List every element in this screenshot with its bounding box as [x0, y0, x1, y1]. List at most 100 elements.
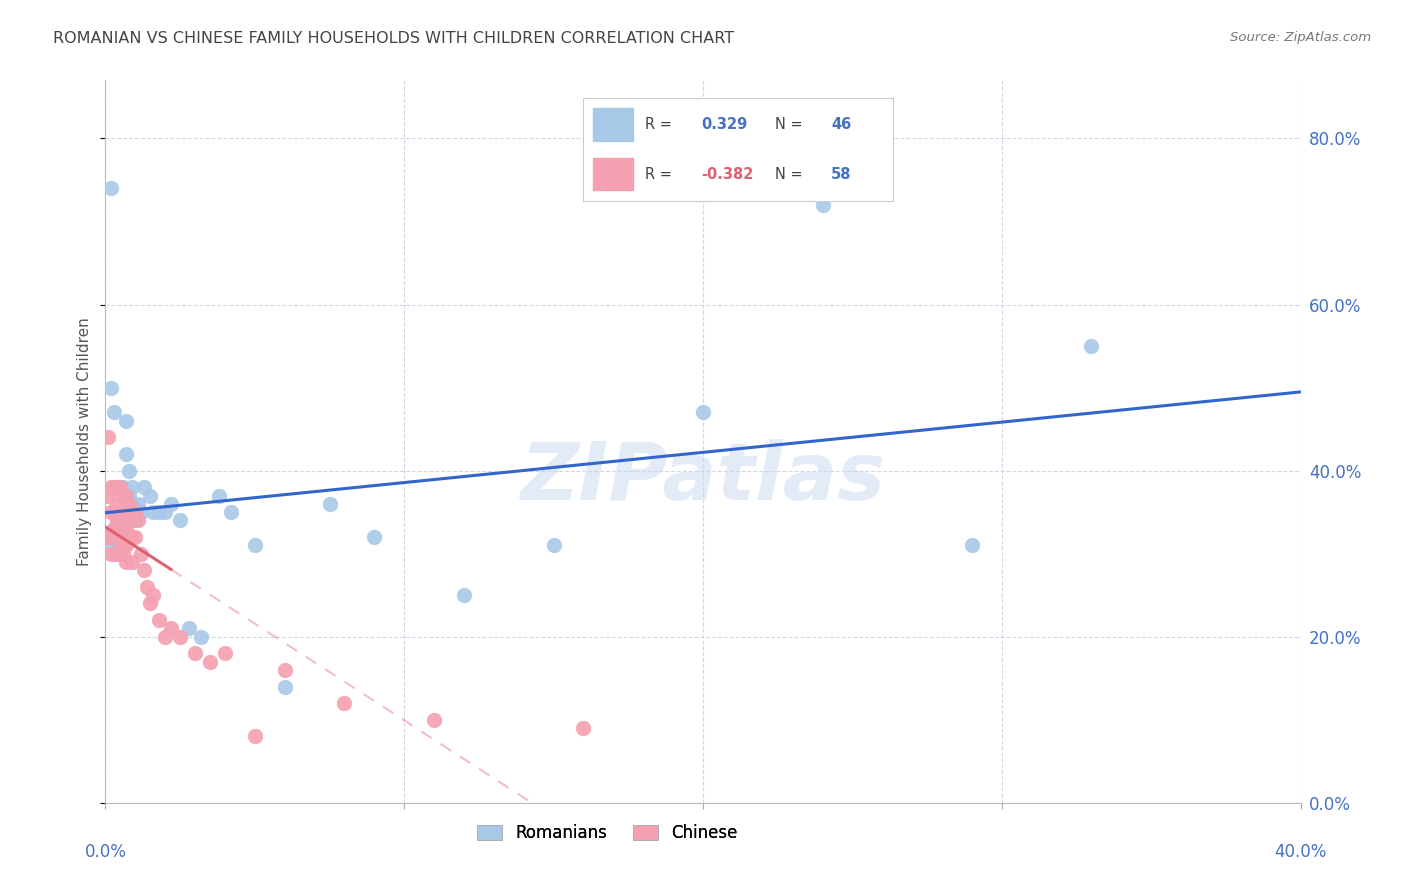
Point: [127, 513, 149, 527]
Point: [112, 538, 135, 552]
Point: [107, 530, 129, 544]
Point: [103, 522, 125, 536]
Point: [134, 563, 156, 577]
Point: [112, 489, 135, 503]
Point: [115, 522, 138, 536]
Text: 46: 46: [831, 117, 851, 132]
Point: [960, 538, 983, 552]
Point: [129, 547, 153, 561]
Point: [115, 414, 138, 428]
Point: [243, 730, 266, 744]
Y-axis label: Family Households with Children: Family Households with Children: [77, 318, 93, 566]
Point: [214, 646, 236, 660]
FancyBboxPatch shape: [593, 158, 633, 190]
Point: [129, 505, 153, 519]
Point: [243, 538, 266, 552]
Point: [118, 497, 141, 511]
Point: [115, 538, 138, 552]
Point: [103, 547, 125, 561]
Point: [115, 555, 138, 569]
Point: [110, 505, 132, 519]
Text: N =: N =: [775, 117, 803, 132]
Point: [103, 530, 125, 544]
Text: 58: 58: [831, 167, 852, 182]
Point: [118, 464, 141, 478]
Point: [148, 613, 170, 627]
Point: [169, 630, 191, 644]
Point: [107, 513, 129, 527]
Point: [118, 489, 141, 503]
Point: [115, 489, 138, 503]
Point: [110, 522, 132, 536]
Point: [100, 181, 122, 195]
Point: [107, 547, 129, 561]
Text: ROMANIAN VS CHINESE FAMILY HOUSEHOLDS WITH CHILDREN CORRELATION CHART: ROMANIAN VS CHINESE FAMILY HOUSEHOLDS WI…: [53, 31, 734, 46]
Point: [100, 505, 122, 519]
Point: [124, 513, 146, 527]
Point: [184, 646, 207, 660]
Point: [107, 513, 129, 527]
Point: [190, 630, 212, 644]
Point: [110, 547, 132, 561]
Point: [318, 497, 340, 511]
Text: 0.0%: 0.0%: [84, 843, 127, 861]
Point: [110, 538, 132, 552]
Point: [97, 489, 120, 503]
Point: [208, 489, 231, 503]
Point: [107, 480, 129, 494]
Point: [198, 655, 221, 669]
Point: [112, 505, 135, 519]
Point: [97, 538, 120, 552]
Point: [543, 538, 565, 552]
Point: [333, 696, 356, 710]
Point: [103, 530, 125, 544]
Point: [107, 530, 129, 544]
Point: [103, 480, 125, 494]
Point: [692, 405, 714, 419]
Point: [110, 480, 132, 494]
Point: [121, 530, 143, 544]
Point: [155, 630, 177, 644]
Point: [97, 530, 120, 544]
Point: [112, 547, 135, 561]
Text: R =: R =: [645, 167, 672, 182]
Point: [142, 505, 165, 519]
Point: [160, 497, 183, 511]
Point: [124, 530, 146, 544]
Point: [118, 513, 141, 527]
Point: [103, 405, 125, 419]
Point: [103, 505, 125, 519]
Point: [100, 547, 122, 561]
Point: [112, 522, 135, 536]
Text: 0.329: 0.329: [702, 117, 747, 132]
Point: [142, 588, 165, 602]
Point: [112, 505, 135, 519]
Point: [1080, 339, 1102, 353]
Point: [97, 430, 120, 444]
Point: [100, 380, 122, 394]
Point: [112, 480, 135, 494]
Text: R =: R =: [645, 117, 672, 132]
Point: [103, 522, 125, 536]
Point: [139, 597, 162, 611]
Point: [219, 505, 242, 519]
Point: [363, 530, 385, 544]
Point: [273, 663, 295, 677]
Point: [110, 530, 132, 544]
Text: N =: N =: [775, 167, 803, 182]
Text: Source: ZipAtlas.com: Source: ZipAtlas.com: [1230, 31, 1371, 45]
Point: [112, 522, 135, 536]
Point: [134, 480, 156, 494]
Point: [115, 505, 138, 519]
Point: [107, 497, 129, 511]
Point: [121, 497, 143, 511]
Point: [160, 621, 183, 635]
Text: 40.0%: 40.0%: [1274, 843, 1327, 861]
Point: [121, 480, 143, 494]
FancyBboxPatch shape: [593, 109, 633, 141]
Point: [124, 505, 146, 519]
Point: [177, 621, 201, 635]
Point: [155, 505, 177, 519]
Point: [110, 530, 132, 544]
Point: [136, 580, 159, 594]
